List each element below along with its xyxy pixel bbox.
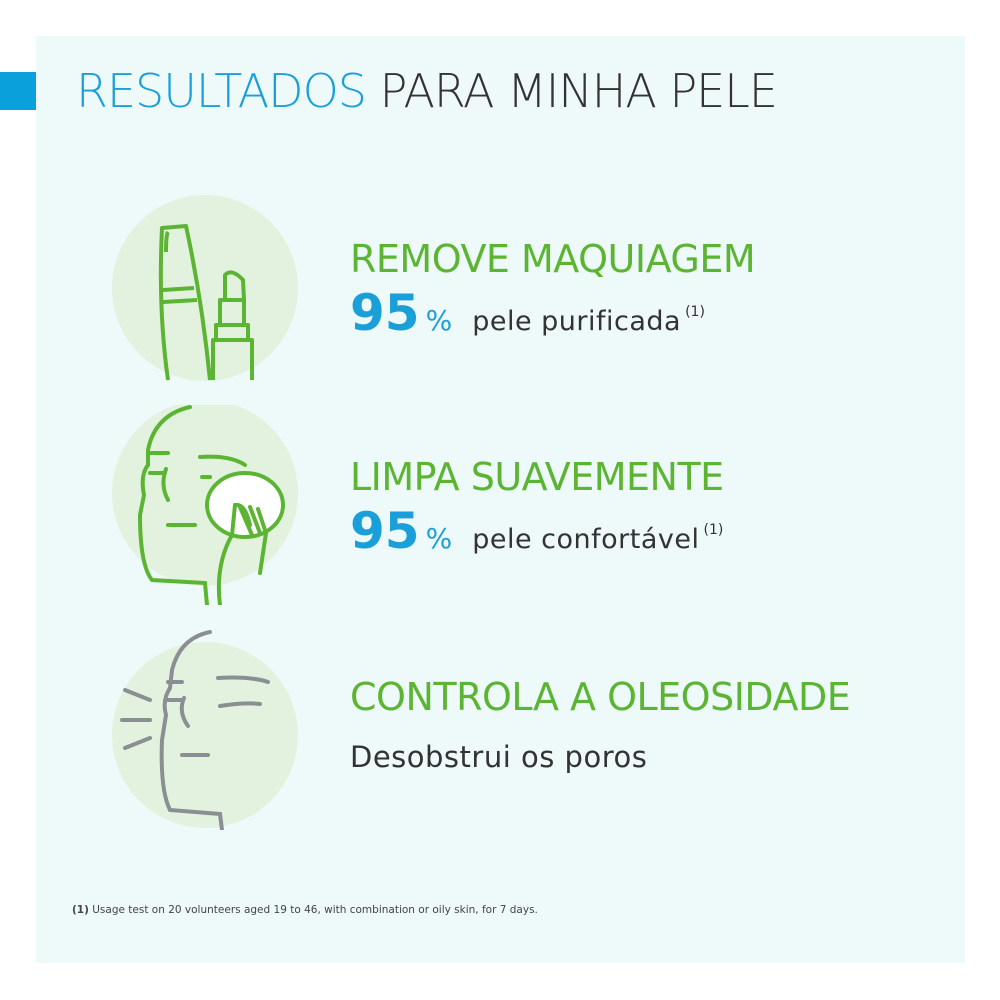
title-rest: PARA MINHA PELE (379, 64, 778, 118)
mascara-lipstick-icon (112, 195, 298, 381)
stat-description: pele purificada (472, 306, 682, 337)
feature-oil-control: CONTROLA A OLEOSIDADE Desobstrui os poro… (350, 675, 851, 774)
accent-bar (0, 72, 36, 110)
footnote: (1) Usage test on 20 volunteers aged 19 … (72, 904, 538, 916)
footnote-ref: (1) (703, 522, 724, 538)
feature-heading: REMOVE MAQUIAGEM (350, 237, 756, 281)
stat-unit: % (425, 304, 453, 337)
face-oil-control-icon (112, 630, 298, 830)
stat-description: pele confortável (472, 524, 700, 555)
title-highlight: RESULTADOS (76, 64, 367, 118)
footnote-mark: (1) (72, 904, 89, 916)
footnote-text: Usage test on 20 volunteers aged 19 to 4… (92, 904, 538, 916)
feature-heading: LIMPA SUAVEMENTE (350, 455, 724, 499)
feature-gentle-cleansing: LIMPA SUAVEMENTE 95% pele confortável (1) (350, 458, 724, 556)
face-cleansing-pad-icon (112, 405, 298, 605)
stat-unit: % (425, 522, 453, 555)
feature-remove-makeup: REMOVE MAQUIAGEM 95% pele purificada (1) (350, 237, 756, 338)
stat-value: 95 (350, 284, 420, 342)
feature-heading: CONTROLA A OLEOSIDADE (350, 675, 851, 719)
stat-value: 95 (350, 502, 420, 560)
page-title: RESULTADOS PARA MINHA PELE (76, 68, 778, 114)
footnote-ref: (1) (685, 304, 705, 320)
feature-description: Desobstrui os poros (350, 740, 648, 774)
